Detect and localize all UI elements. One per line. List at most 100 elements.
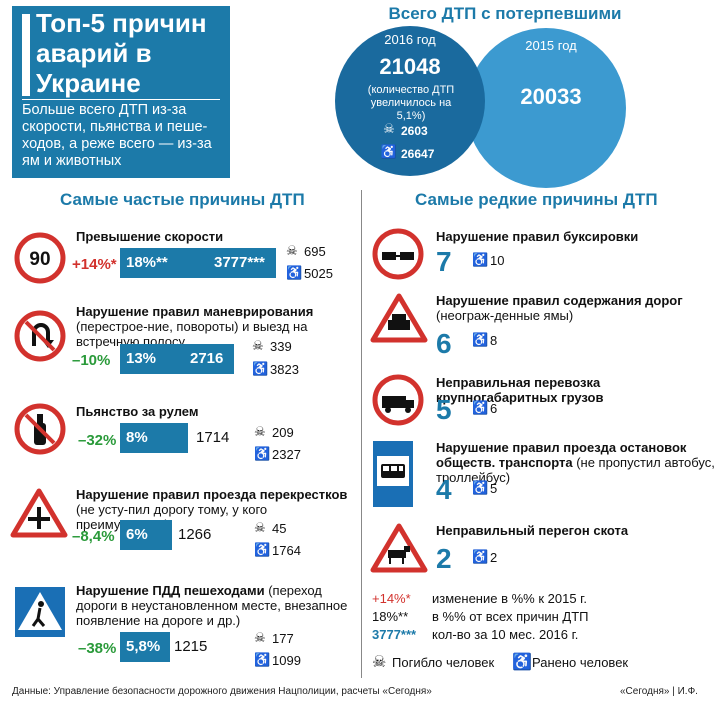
count-value: 3777***	[214, 254, 265, 271]
page-subtitle: Больше всего ДТП из-за скорости, пьянств…	[22, 102, 212, 169]
count-value: 4	[436, 474, 452, 505]
cause-title: Нарушение правил проезда перекрестков (н…	[76, 487, 348, 532]
count-value: 2	[436, 543, 452, 574]
rare-heading: Самые редкие причины ДТП	[415, 190, 658, 209]
injured-icon: ♿	[252, 361, 269, 376]
injured-value: 2	[490, 550, 498, 565]
count-value: 1215	[174, 638, 208, 655]
injured-icon: ♿	[380, 144, 398, 159]
count-value: 5	[436, 394, 452, 425]
injured-value: 5	[490, 481, 498, 496]
title-divider	[22, 99, 220, 100]
skull-icon: ☠	[254, 520, 266, 535]
skull-icon: ☠	[254, 630, 266, 645]
skull-icon: ☠	[383, 121, 395, 136]
legend-change-text: изменение в %% к 2015 г.	[432, 591, 587, 606]
killed-value: 339	[270, 339, 292, 354]
change-value: –8,4%	[72, 528, 115, 545]
title-accent-bar	[22, 14, 30, 96]
legend-killed: Погибло человек	[392, 655, 495, 670]
change-value: –32%	[78, 432, 117, 449]
cattle-sign	[370, 523, 428, 573]
no-oversized-truck-sign	[372, 374, 424, 426]
share-value: 13%	[126, 350, 157, 367]
killed-value: 209	[272, 425, 294, 440]
total-2016: 21048	[379, 54, 441, 79]
no-u-turn-sign	[14, 310, 66, 362]
count-value: 2716	[190, 350, 224, 367]
injured-icon: ♿	[472, 549, 489, 564]
killed-2016: 2603	[401, 124, 428, 138]
road-works-sign	[370, 293, 428, 343]
bus-stop-sign	[373, 441, 413, 507]
skull-icon: ☠	[252, 338, 264, 353]
killed-value: 695	[304, 244, 326, 259]
injured-value: 1099	[272, 653, 301, 668]
title-box: Топ-5 причин аварий в Украине Больше все…	[12, 6, 230, 178]
count-value: 1266	[178, 526, 212, 543]
injured-icon: ♿	[254, 446, 271, 461]
injured-value: 8	[490, 333, 498, 348]
count-value: 1714	[196, 429, 230, 446]
count-value: 7	[436, 246, 452, 277]
injured-icon: ♿	[472, 480, 489, 495]
legend-count-mark: 3777***	[372, 627, 417, 642]
skull-icon: ☠	[372, 654, 387, 671]
intersection-sign	[10, 488, 68, 538]
legend-share-text: в %% от всех причин ДТП	[432, 609, 589, 624]
injured-value: 2327	[272, 447, 301, 462]
cause-title: Нарушение правил проезда остановок общес…	[436, 440, 715, 485]
injured-value: 10	[490, 253, 505, 268]
skull-icon: ☠	[254, 424, 266, 439]
growth-note: (количество ДТП увеличилось на 5,1%)	[367, 84, 455, 122]
injured-icon: ♿	[472, 252, 489, 267]
share-bar: 13% 2716	[120, 344, 234, 374]
share-bar: 18%** 3777***	[120, 248, 276, 278]
injured-icon: ♿	[512, 654, 532, 671]
circle-2016: 2016 год 21048 (количество ДТП увеличило…	[335, 26, 485, 176]
cause-title: Нарушение правил буксировки	[436, 229, 639, 244]
share-value: 6%	[126, 526, 148, 543]
killed-value: 177	[272, 631, 294, 646]
legend-count-text: кол-во за 10 мес. 2016 г.	[432, 627, 579, 642]
column-divider	[361, 190, 362, 678]
share-bar: 5,8%	[120, 632, 170, 662]
frequent-heading: Самые частые причины ДТП	[60, 190, 305, 209]
skull-icon: ☠	[286, 243, 298, 258]
cause-title: Неправильная перевозка крупногабаритных …	[436, 375, 604, 405]
cause-title: Неправильный перегон скота	[436, 523, 629, 538]
legend-injured: Ранено человек	[532, 655, 629, 670]
change-value: +14%*	[72, 256, 117, 273]
injured-2016: 26647	[401, 147, 435, 161]
injured-icon: ♿	[286, 265, 303, 280]
injured-icon: ♿	[254, 652, 271, 667]
speed-limit-90-sign: 90	[14, 232, 66, 284]
injured-value: 5025	[304, 266, 333, 281]
cause-title: Нарушение правил содержания дорог (неогр…	[436, 293, 683, 323]
injured-icon: ♿	[472, 332, 489, 347]
no-towing-sign	[372, 228, 424, 280]
share-value: 5,8%	[126, 638, 161, 655]
injured-value: 3823	[270, 362, 299, 377]
injured-icon: ♿	[254, 542, 271, 557]
legend-change-mark: +14%*	[372, 591, 411, 606]
credit-note: «Сегодня» | И.Ф.	[620, 686, 698, 697]
source-note: Данные: Управление безопасности дорожног…	[12, 686, 432, 697]
cause-title: Нарушение ПДД пешеходами (переход дороги…	[76, 583, 348, 628]
year-2016-label: 2016 год	[384, 32, 436, 47]
share-bar: 6%	[120, 520, 172, 550]
share-value: 18%**	[126, 254, 168, 271]
cause-title: Пьянство за рулем	[76, 404, 199, 419]
no-alcohol-sign	[14, 403, 66, 455]
totals-heading: Всего ДТП с потерпевшими	[388, 4, 622, 23]
change-value: –38%	[78, 640, 117, 657]
count-value: 6	[436, 328, 452, 359]
legend-share-mark: 18%**	[372, 609, 409, 624]
injured-value: 1764	[272, 543, 301, 558]
circle-2015: 2015 год 20033	[466, 28, 626, 188]
injured-icon: ♿	[472, 400, 489, 415]
share-bar: 8%	[120, 423, 188, 453]
cause-title: Превышение скорости	[76, 229, 224, 244]
page-title: Топ-5 причин аварий в Украине	[36, 8, 207, 98]
year-2015-label: 2015 год	[525, 38, 577, 53]
